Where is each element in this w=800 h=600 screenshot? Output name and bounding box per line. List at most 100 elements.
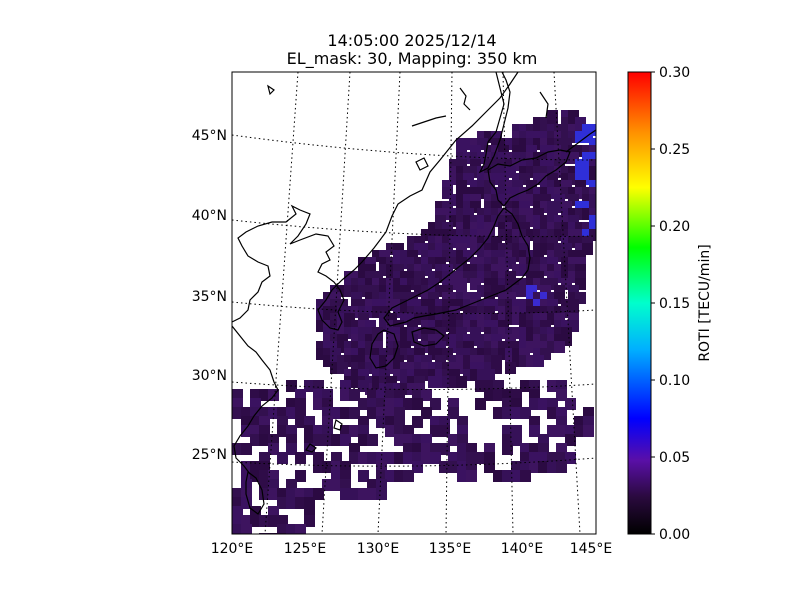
roti-tile: [412, 452, 423, 464]
roti-tile: [414, 306, 425, 318]
roti-tile: [379, 369, 390, 381]
roti-tile: [367, 407, 378, 419]
roti-tile: [337, 313, 348, 325]
roti-tile: [407, 271, 418, 283]
roti-tile: [330, 334, 341, 346]
roti-tile: [358, 348, 369, 360]
roti-tile: [589, 124, 596, 136]
roti-tile: [393, 348, 404, 360]
roti-tile: [367, 479, 378, 491]
roti-tile: [484, 380, 495, 392]
roti-tile: [498, 194, 509, 206]
roti-tile: [358, 355, 369, 367]
roti-tile: [589, 145, 596, 157]
roti-tile: [340, 407, 351, 419]
roti-tile: [470, 313, 481, 325]
roti-tile: [400, 278, 411, 290]
roti-tile: [498, 320, 509, 332]
roti-tile: [456, 166, 467, 178]
roti-tile: [435, 215, 446, 227]
roti-tile: [561, 334, 572, 346]
roti-tile: [568, 271, 579, 283]
roti-tile: [540, 264, 551, 276]
roti-tile: [323, 299, 334, 311]
roti-tile: [533, 229, 544, 241]
roti-tile: [337, 320, 348, 332]
roti-tile: [358, 271, 369, 283]
roti-tile: [565, 425, 576, 437]
roti-tile: [400, 341, 411, 353]
roti-tile: [582, 201, 593, 213]
roti-tile: [304, 425, 315, 437]
roti-tile: [526, 124, 537, 136]
roti-tile: [470, 292, 481, 304]
roti-tile: [470, 243, 481, 255]
roti-tile: [556, 407, 567, 419]
roti-tile: [505, 138, 516, 150]
roti-tile: [232, 497, 243, 509]
roti-tile: [484, 271, 495, 283]
roti-tile: [470, 201, 481, 213]
roti-tile: [414, 257, 425, 269]
roti-tile: [526, 187, 537, 199]
roti-tile: [463, 306, 474, 318]
roti-tile: [351, 369, 362, 381]
roti-tile: [349, 389, 360, 401]
roti-tile: [561, 208, 572, 220]
roti-tile: [491, 313, 502, 325]
roti-tile: [442, 187, 453, 199]
roti-tile: [313, 461, 324, 473]
roti-tile: [491, 355, 502, 367]
roti-tile: [435, 222, 446, 234]
roti-tile: [393, 320, 404, 332]
lon-tick-labels: 120°E 125°E 130°E 135°E 140°E 145°E: [211, 541, 613, 557]
roti-tile: [568, 166, 579, 178]
roti-tile: [386, 362, 397, 374]
roti-tile: [484, 250, 495, 262]
roti-tile: [554, 229, 565, 241]
roti-tile: [295, 524, 306, 534]
roti-tile: [428, 271, 439, 283]
roti-tile: [484, 452, 495, 464]
roti-tile: [351, 334, 362, 346]
roti-tile: [477, 264, 488, 276]
roti-tile: [547, 271, 558, 283]
roti-tile: [428, 341, 439, 353]
roti-tile: [449, 159, 460, 171]
roti-tile: [456, 215, 467, 227]
roti-tile: [421, 306, 432, 318]
roti-tile: [456, 250, 467, 262]
roti-tile: [407, 257, 418, 269]
roti-tile: [505, 299, 516, 311]
roti-tile: [412, 389, 423, 401]
roti-tile: [568, 292, 579, 304]
roti-tile: [379, 257, 390, 269]
roti-tile: [393, 327, 404, 339]
roti-tile: [561, 257, 572, 269]
roti-tile: [540, 341, 551, 353]
roti-tile: [519, 173, 530, 185]
roti-tile: [484, 152, 495, 164]
roti-tile: [519, 313, 530, 325]
roti-tile: [484, 355, 495, 367]
roti-tile: [385, 470, 396, 482]
roti-tile: [561, 138, 572, 150]
roti-tile: [554, 145, 565, 157]
roti-tile: [547, 208, 558, 220]
roti-tile: [442, 292, 453, 304]
roti-tile: [340, 434, 351, 446]
roti-tile: [428, 299, 439, 311]
roti-tile: [358, 320, 369, 332]
roti-tile: [498, 208, 509, 220]
roti-tile: [505, 327, 516, 339]
roti-tile: [526, 271, 537, 283]
roti-tile: [304, 506, 315, 518]
roti-tile: [533, 236, 544, 248]
roti-tile: [540, 152, 551, 164]
roti-tile: [574, 425, 585, 437]
roti-tile: [232, 506, 243, 518]
roti-tile: [463, 313, 474, 325]
roti-tile: [547, 201, 558, 213]
roti-tile: [470, 180, 481, 192]
roti-tile: [491, 173, 502, 185]
